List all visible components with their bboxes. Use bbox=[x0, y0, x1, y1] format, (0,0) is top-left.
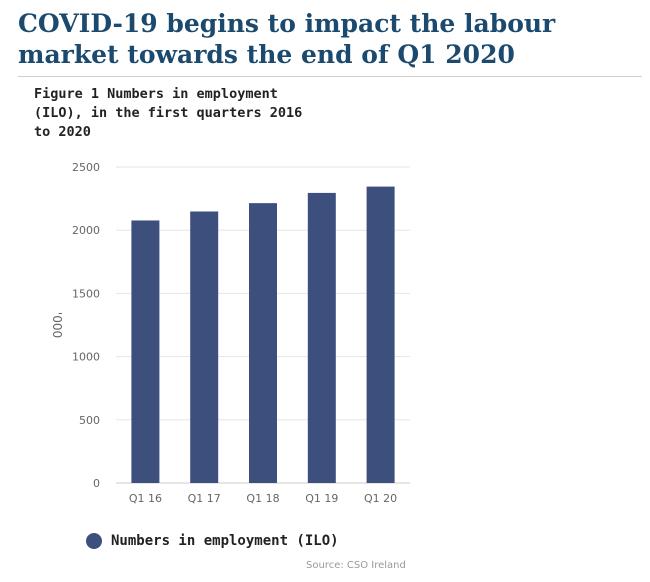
x-tick-label: Q1 19 bbox=[305, 492, 338, 505]
source-credit: Source: CSO Ireland bbox=[306, 560, 406, 571]
bar-q1-16 bbox=[131, 220, 160, 483]
bar-q1-20 bbox=[366, 186, 395, 484]
y-tick-label: 2500 bbox=[72, 161, 100, 174]
legend[interactable]: Numbers in employment (ILO) bbox=[86, 531, 339, 551]
bar-q1-19 bbox=[307, 192, 336, 484]
title-divider bbox=[18, 76, 642, 77]
y-tick-label: 500 bbox=[79, 414, 100, 427]
y-tick-label: 2000 bbox=[72, 224, 100, 237]
x-tick-label: Q1 18 bbox=[246, 492, 279, 505]
bar-q1-18 bbox=[249, 203, 277, 484]
legend-marker bbox=[86, 533, 102, 549]
x-tick-label: Q1 20 bbox=[364, 492, 397, 505]
y-tick-label: 1000 bbox=[72, 351, 100, 364]
x-tick-label: Q1 16 bbox=[129, 492, 162, 505]
y-tick-label: 0 bbox=[93, 477, 100, 490]
page-title: COVID-19 begins to impact the labour mar… bbox=[18, 9, 556, 69]
y-axis-title: '000 bbox=[50, 312, 64, 338]
legend-label: Numbers in employment (ILO) bbox=[111, 533, 339, 549]
figure-title: Figure 1 Numbers in employment (ILO), in… bbox=[34, 86, 303, 140]
y-tick-label: 1500 bbox=[72, 287, 100, 300]
bar-q1-17 bbox=[190, 211, 219, 483]
x-tick-label: Q1 17 bbox=[188, 492, 221, 505]
